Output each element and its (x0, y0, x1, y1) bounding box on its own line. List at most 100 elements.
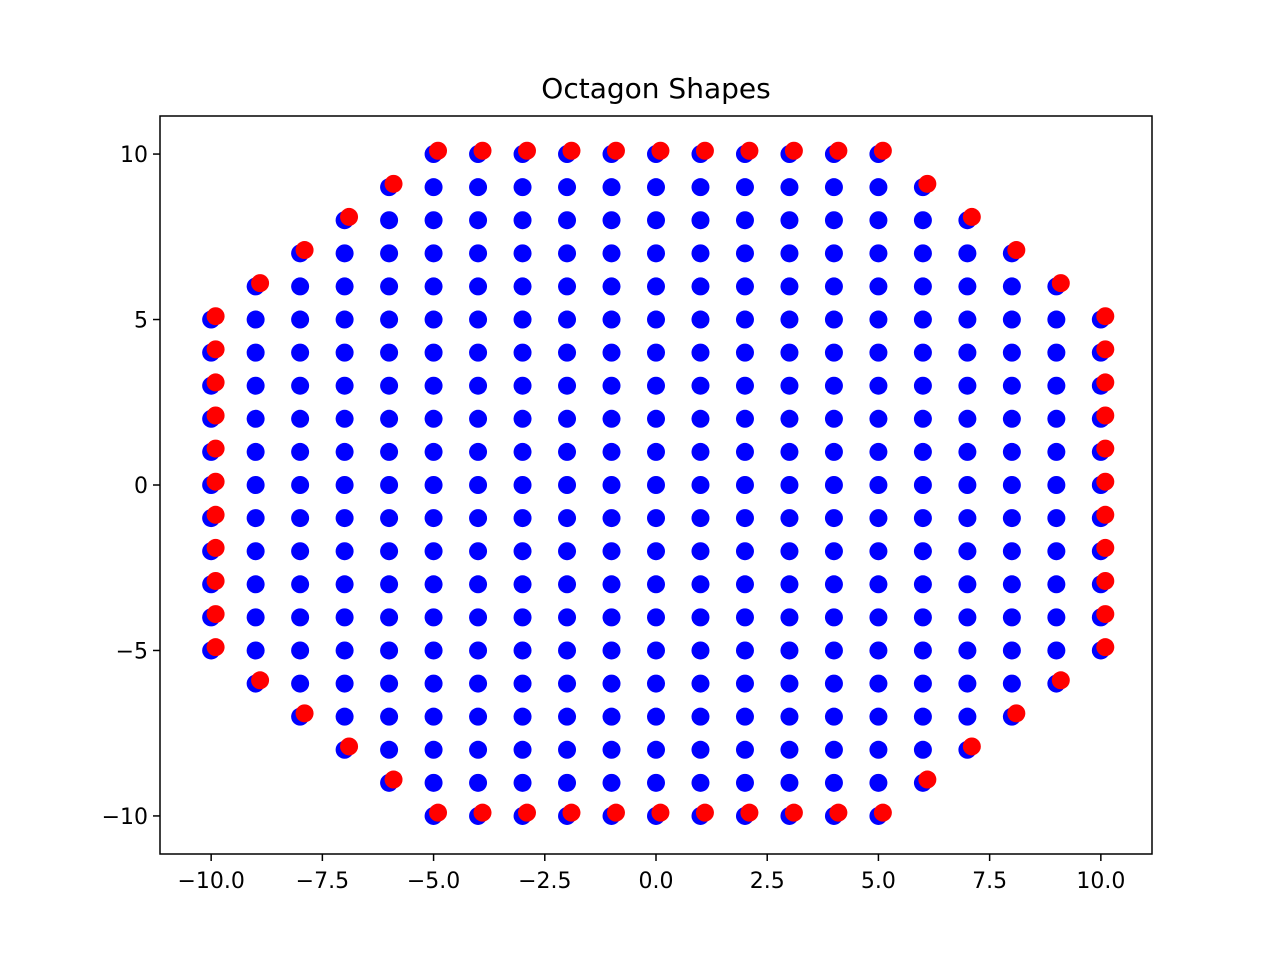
blue-point (335, 674, 354, 693)
blue-point (691, 608, 710, 627)
blue-point (424, 343, 443, 362)
red-point (206, 538, 225, 557)
blue-point (780, 476, 799, 494)
red-point (206, 472, 225, 491)
blue-point (869, 244, 888, 263)
blue-point (335, 641, 354, 660)
blue-point (869, 773, 888, 792)
blue-point (913, 409, 932, 428)
blue-point (735, 310, 754, 329)
red-point (384, 770, 403, 789)
blue-point (958, 343, 977, 362)
blue-point (558, 244, 577, 263)
blue-point (380, 376, 399, 395)
blue-point (513, 608, 532, 627)
blue-point (824, 509, 843, 528)
blue-point (558, 509, 577, 528)
red-point (962, 737, 981, 756)
blue-point (513, 376, 532, 395)
blue-point (780, 442, 799, 461)
blue-point (469, 310, 488, 329)
blue-point (1002, 641, 1021, 660)
blue-point (958, 442, 977, 461)
blue-point (869, 476, 888, 494)
blue-point (335, 277, 354, 296)
blue-point (558, 343, 577, 362)
blue-point (380, 409, 399, 428)
blue-point (424, 773, 443, 792)
blue-point (824, 575, 843, 594)
blue-point (824, 608, 843, 627)
red-point (429, 141, 448, 160)
blue-point (958, 608, 977, 627)
blue-point (735, 740, 754, 759)
blue-point (1047, 476, 1066, 494)
blue-point (691, 178, 710, 197)
y-tick-label: 10 (120, 143, 148, 168)
blue-point (246, 542, 265, 561)
blue-point (869, 211, 888, 230)
blue-point (246, 343, 265, 362)
blue-point (780, 376, 799, 395)
blue-point (869, 641, 888, 660)
y-tick-label: −5 (116, 639, 148, 664)
blue-point (380, 442, 399, 461)
blue-point (780, 542, 799, 561)
blue-point (424, 740, 443, 759)
red-point (740, 141, 759, 160)
blue-point (380, 476, 399, 494)
x-tick-label: −7.5 (296, 869, 349, 894)
blue-point (913, 707, 932, 726)
blue-point (246, 442, 265, 461)
blue-point (691, 707, 710, 726)
red-point (384, 174, 403, 193)
blue-point (602, 542, 621, 561)
blue-point (691, 773, 710, 792)
blue-point (824, 674, 843, 693)
blue-point (913, 509, 932, 528)
red-point (1096, 538, 1115, 557)
red-point (517, 141, 536, 160)
blue-point (1047, 509, 1066, 528)
blue-point (1002, 674, 1021, 693)
blue-point (958, 641, 977, 660)
blue-point (335, 608, 354, 627)
blue-point (335, 476, 354, 494)
blue-point (869, 442, 888, 461)
red-point (740, 803, 759, 822)
x-tick-label: 2.5 (750, 869, 785, 894)
blue-point (513, 244, 532, 263)
blue-point (513, 575, 532, 594)
blue-point (913, 608, 932, 627)
red-point (1096, 340, 1115, 359)
red-point (1096, 638, 1115, 657)
blue-point (1047, 575, 1066, 594)
blue-point (513, 442, 532, 461)
blue-point (913, 641, 932, 660)
blue-point (513, 310, 532, 329)
blue-point (958, 277, 977, 296)
blue-point (958, 409, 977, 428)
blue-point (335, 442, 354, 461)
blue-point (869, 509, 888, 528)
blue-point (824, 409, 843, 428)
blue-point (691, 442, 710, 461)
blue-point (335, 509, 354, 528)
red-point (206, 406, 225, 425)
red-point (251, 274, 270, 293)
blue-point (1002, 277, 1021, 296)
blue-point (558, 277, 577, 296)
x-tick-label: 5.0 (861, 869, 896, 894)
blue-point (291, 343, 310, 362)
blue-point (735, 211, 754, 230)
blue-point (424, 608, 443, 627)
blue-point (958, 542, 977, 561)
blue-point (335, 376, 354, 395)
blue-point (958, 376, 977, 395)
blue-point (424, 476, 443, 494)
blue-point (1002, 442, 1021, 461)
red-point (206, 307, 225, 326)
red-point (251, 671, 270, 690)
blue-point (735, 244, 754, 263)
